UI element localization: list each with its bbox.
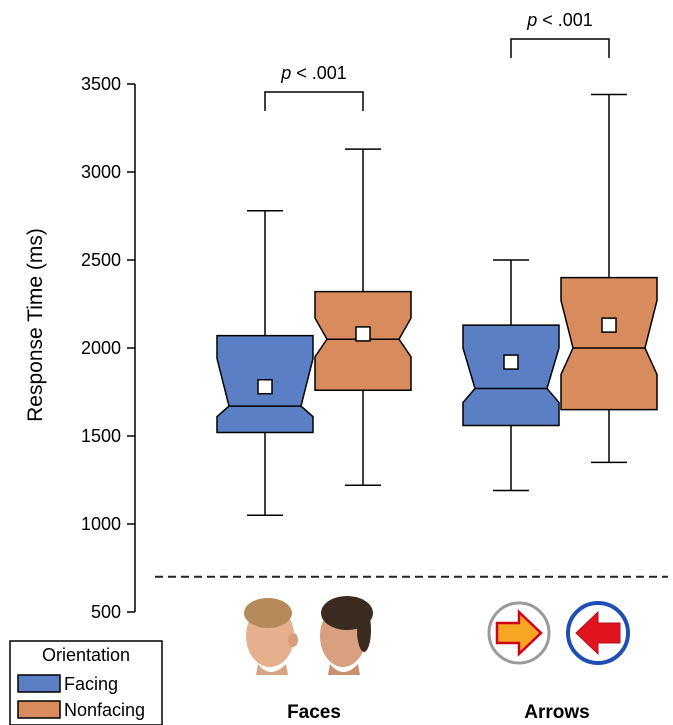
box-facing-arrows (462, 259, 560, 492)
category-label-arrows: Arrows (524, 702, 589, 723)
box-nonfacing-faces (314, 148, 412, 487)
y-tick-label: 2500 (81, 250, 121, 270)
boxes (216, 93, 658, 516)
legend-label-nonfacing: Nonfacing (64, 700, 145, 720)
legend-swatch-facing (17, 674, 61, 693)
arrows-stimulus-illustration (487, 601, 630, 665)
notched-box (560, 276, 658, 411)
box-nonfacing-arrows (560, 93, 658, 464)
arrow-right-icon (487, 601, 551, 665)
mean-marker (601, 317, 617, 333)
p-value-label: p < .001 (526, 10, 593, 30)
y-tick-label: 500 (91, 602, 121, 622)
arrow-left-icon (566, 601, 630, 665)
legend-title: Orientation (42, 645, 130, 665)
p-value-label: p < .001 (280, 63, 347, 83)
significance-bracket-arrows: p < .001 (510, 10, 610, 58)
y-tick-label: 3500 (81, 74, 121, 94)
y-axis: 500 1000 1500 2000 2500 3000 3500 (81, 74, 136, 622)
y-tick-label: 2000 (81, 338, 121, 358)
box-facing-faces (216, 209, 314, 516)
y-tick-label: 3000 (81, 162, 121, 182)
faces-stimulus-illustration (244, 596, 373, 675)
y-axis-label: Response Time (ms) (24, 228, 47, 422)
bracket-line (510, 38, 610, 58)
y-tick-label: 1500 (81, 426, 121, 446)
mean-marker (257, 378, 273, 395)
mean-marker (355, 326, 371, 342)
mean-marker (503, 354, 519, 370)
bracket-line (264, 91, 364, 111)
legend: Orientation Facing Nonfacing (9, 640, 163, 725)
face-right-icon (320, 596, 373, 675)
significance-annotations: p < .001 p < .001 (264, 10, 610, 111)
category-label-faces: Faces (287, 702, 341, 723)
legend-label-facing: Facing (64, 674, 118, 694)
y-tick-label: 1000 (81, 514, 121, 534)
face-left-icon (244, 598, 298, 675)
significance-bracket-faces: p < .001 (264, 63, 364, 111)
legend-swatch-nonfacing (17, 700, 61, 719)
notched-box (462, 324, 560, 427)
